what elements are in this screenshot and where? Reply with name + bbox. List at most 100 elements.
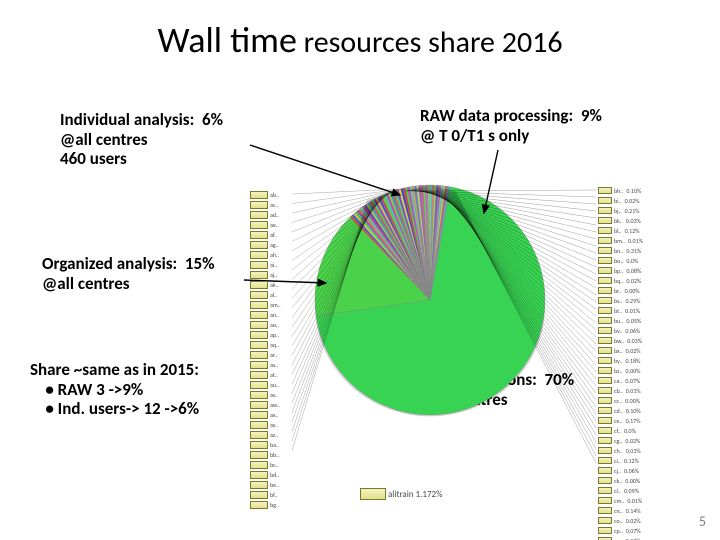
legend-label: cl..: [614, 487, 621, 495]
legend-label: ad..: [270, 211, 279, 219]
legend-label: ae..: [270, 221, 279, 229]
legend-label: ao..: [270, 321, 279, 329]
legend-pct: 0.00%: [625, 367, 640, 375]
legend-label: ah..: [270, 251, 279, 259]
legend-pct: 0.03%: [627, 337, 642, 345]
legend-label: ca..: [614, 377, 622, 385]
legend-swatch: [598, 277, 612, 284]
legend-label: af..: [270, 231, 277, 239]
legend-label: co..: [614, 517, 623, 525]
legend-label: cb..: [614, 387, 623, 395]
legend-swatch: [598, 237, 612, 244]
legend-label: cc..: [614, 397, 622, 405]
legend-label: bw..: [614, 337, 624, 345]
legend-swatch: [250, 271, 268, 279]
legend-item: cq..0.03%: [598, 536, 643, 540]
legend-swatch: [250, 411, 268, 419]
legend-pct: 0.00%: [625, 287, 640, 295]
legend-item: ao..: [250, 320, 281, 329]
legend-item: al..: [250, 290, 281, 299]
legend-swatch: [598, 517, 612, 524]
legend-pct: 0.00%: [625, 397, 640, 405]
legend-item: cg..0.02%: [598, 436, 643, 445]
legend-label: aw..: [270, 401, 280, 409]
legend-item: ce..0.17%: [598, 416, 643, 425]
legend-pct: 0.02%: [625, 197, 640, 205]
legend-label: be..: [270, 481, 279, 489]
legend-item: cc..0.00%: [598, 396, 643, 405]
legend-item: bm..0.01%: [598, 236, 643, 245]
legend-pct: 0.03%: [626, 447, 641, 455]
legend-swatch: [598, 427, 612, 434]
footer-legend-item: alitrain 1.172%: [360, 488, 443, 500]
legend-item: bo..0.0%: [598, 256, 643, 265]
legend-swatch: [598, 417, 612, 424]
legend-swatch: [598, 437, 612, 444]
legend-item: ar..: [250, 350, 281, 359]
legend-item: af..: [250, 230, 281, 239]
slide-stage: { "title": { "prefix": "Wall time", "suf…: [0, 0, 720, 540]
legend-swatch: [250, 491, 268, 499]
legend-swatch: [598, 197, 612, 204]
legend-label: bp..: [614, 267, 623, 275]
legend-label: bo..: [614, 257, 623, 265]
legend-label: cj..: [614, 467, 621, 475]
legend-item: bl..0.12%: [598, 226, 643, 235]
legend-swatch: [598, 457, 612, 464]
legend-item: bw..0.03%: [598, 336, 643, 345]
legend-item: aq..: [250, 340, 281, 349]
legend-item: ba..: [250, 440, 281, 449]
legend-pct: 0.02%: [626, 347, 641, 355]
legend-label: bi..: [614, 197, 622, 205]
legend-label: bb..: [270, 451, 279, 459]
legend-swatch: [250, 451, 268, 459]
legend-pct: 0.06%: [625, 327, 640, 335]
legend-item: bu..0.05%: [598, 316, 643, 325]
legend-item: bs..0.29%: [598, 296, 643, 305]
legend-swatch: [250, 361, 268, 369]
legend-swatch: [598, 347, 612, 354]
legend-item: az..: [250, 430, 281, 439]
legend-swatch: [598, 317, 612, 324]
legend-label: bu..: [614, 317, 623, 325]
legend-swatch: [250, 381, 268, 389]
legend-label: ck..: [614, 477, 622, 485]
legend-swatch: [598, 357, 612, 364]
legend-label: bt..: [614, 307, 622, 315]
legend-item: bx..0.02%: [598, 346, 643, 355]
legend-pct: 0.00%: [625, 477, 640, 485]
legend-swatch: [250, 431, 268, 439]
legend-swatch: [598, 487, 612, 494]
legend-swatch: [250, 501, 268, 509]
legend-label: at..: [270, 371, 278, 379]
legend-label: br..: [614, 287, 622, 295]
legend-item: bq..0.02%: [598, 276, 643, 285]
legend-item: cj..0.06%: [598, 466, 643, 475]
footer-legend-swatch: [360, 488, 386, 500]
legend-label: cf..: [614, 427, 621, 435]
legend-item: aj..: [250, 270, 281, 279]
legend-label: ac..: [270, 201, 278, 209]
legend-swatch: [598, 187, 612, 194]
legend-item: av..: [250, 390, 281, 399]
legend-item: bh..0.10%: [598, 186, 643, 195]
legend-swatch: [598, 467, 612, 474]
legend-label: ar..: [270, 351, 277, 359]
legend-item: bp..0.08%: [598, 266, 643, 275]
legend-swatch: [250, 191, 268, 199]
legend-item: ab..: [250, 190, 281, 199]
legend-item: an..: [250, 310, 281, 319]
legend-pct: 0.10%: [626, 407, 641, 415]
legend-label: bx..: [614, 347, 623, 355]
legend-item: ax..: [250, 410, 281, 419]
legend-swatch: [598, 477, 612, 484]
legend-pct: 0.07%: [625, 377, 640, 385]
legend-swatch: [598, 297, 612, 304]
legend-swatch: [250, 461, 268, 469]
legend-item: bj..0.21%: [598, 206, 643, 215]
legend-item: ap..: [250, 330, 281, 339]
legend-label: bv..: [614, 327, 622, 335]
legend-swatch: [250, 211, 268, 219]
legend-item: bn..0.31%: [598, 246, 643, 255]
legend-label: cq..: [614, 537, 623, 540]
